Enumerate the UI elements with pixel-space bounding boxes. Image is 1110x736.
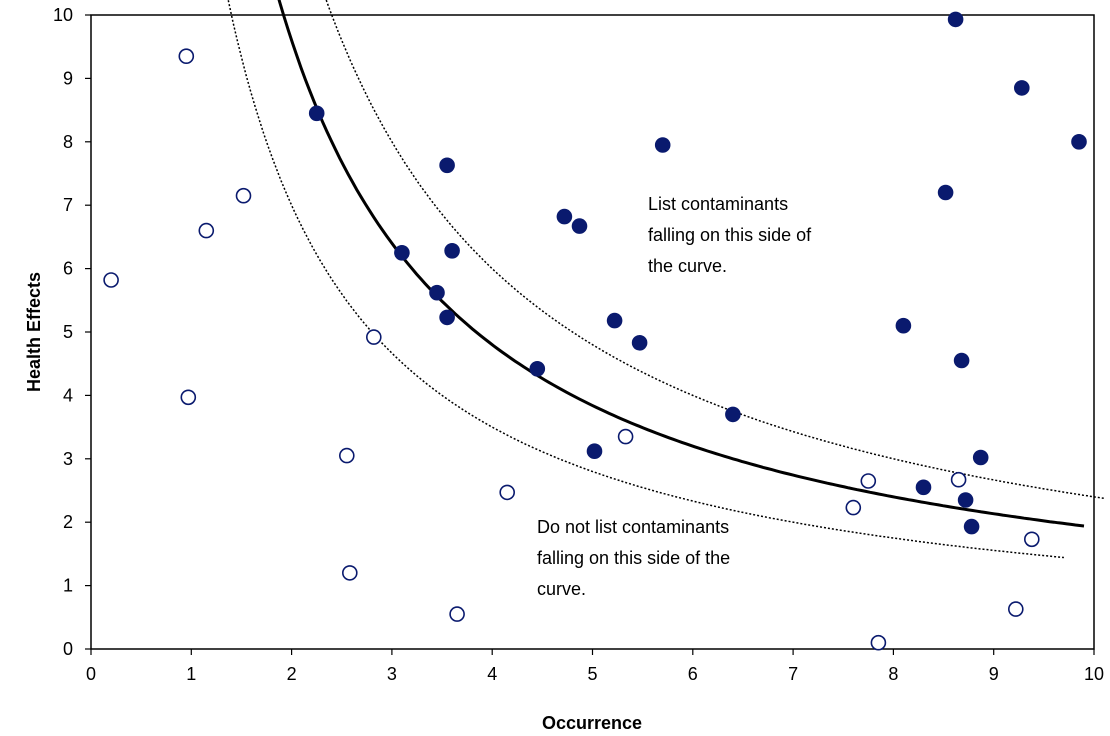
y-tick-label: 1 xyxy=(63,576,73,596)
listed-contaminant-point xyxy=(631,334,648,351)
annotation-lower-line-2: falling on this side of the xyxy=(537,548,730,568)
confidence-curve xyxy=(227,0,1064,559)
x-tick-label: 4 xyxy=(487,664,497,684)
x-tick-label: 9 xyxy=(989,664,999,684)
listed-contaminant-point xyxy=(947,11,964,28)
y-axis-ticks: 0 1 2 3 4 5 6 7 8 9 10 xyxy=(53,5,91,659)
unlisted-contaminant-point xyxy=(1024,531,1040,548)
y-tick-label: 4 xyxy=(63,385,73,405)
listed-contaminant-point xyxy=(429,284,445,301)
x-tick-label: 8 xyxy=(888,664,898,684)
listed-contaminant-point xyxy=(1071,134,1087,150)
boundary-curves xyxy=(227,0,1105,559)
listed-contaminant-point xyxy=(937,184,954,201)
unlisted-contaminant-point xyxy=(178,48,195,65)
y-tick-label: 7 xyxy=(63,195,73,215)
x-tick-label: 1 xyxy=(186,664,196,684)
listed-contaminant-point xyxy=(529,360,546,377)
y-tick-label: 10 xyxy=(53,5,73,25)
annotation-lower: Do not list contaminants falling on this… xyxy=(537,517,735,599)
y-tick-label: 3 xyxy=(63,449,73,469)
unlisted-contaminant-point xyxy=(198,222,215,239)
x-tick-label: 6 xyxy=(688,664,698,684)
listed-contaminant-point xyxy=(308,105,325,122)
listed-contaminant-point xyxy=(972,449,989,466)
unlisted-contaminant-point xyxy=(617,428,634,445)
annotation-upper-line-2: falling on this side of xyxy=(648,225,812,245)
listed-contaminant-point xyxy=(963,518,980,535)
x-tick-label: 10 xyxy=(1084,664,1104,684)
y-tick-label: 9 xyxy=(63,68,73,88)
unlisted-contaminant-point xyxy=(103,272,119,288)
unlisted-contaminant-point xyxy=(235,187,252,204)
unlisted-contaminant-point xyxy=(180,389,197,406)
unlisted-contaminant-point xyxy=(860,473,877,489)
unlisted-contaminant-point xyxy=(1007,601,1024,617)
unlisted-contaminant-point xyxy=(845,499,862,516)
y-tick-label: 5 xyxy=(63,322,73,342)
listed-contaminant-point xyxy=(725,406,741,423)
y-tick-label: 8 xyxy=(63,132,73,152)
listed-contaminant-point xyxy=(556,208,573,225)
x-axis-title: Occurrence xyxy=(542,713,642,733)
listed-contaminant-point xyxy=(915,479,932,496)
listed-contaminant-point xyxy=(1013,80,1030,96)
listed-contaminant-point xyxy=(439,309,455,326)
listed-contaminant-point xyxy=(953,352,970,369)
listed-contaminant-point xyxy=(444,243,460,259)
annotation-lower-line-3: curve. xyxy=(537,579,586,599)
y-axis-title: Health Effects xyxy=(24,272,44,392)
unlisted-contaminant-point xyxy=(338,447,355,464)
unlisted-contaminant-point xyxy=(449,606,465,622)
annotation-upper-line-3: the curve. xyxy=(648,256,727,276)
x-tick-label: 7 xyxy=(788,664,798,684)
annotation-upper: List contaminants falling on this side o… xyxy=(648,194,816,276)
listed-contaminant-point xyxy=(606,312,623,329)
unlisted-contaminant-point xyxy=(499,484,516,501)
listed-contaminant-point xyxy=(571,218,588,234)
x-tick-label: 0 xyxy=(86,664,96,684)
x-axis-ticks: 0 1 2 3 4 5 6 7 8 9 10 xyxy=(86,649,1104,684)
y-tick-label: 2 xyxy=(63,512,73,532)
unlisted-contaminant-point xyxy=(341,565,358,581)
listed-contaminant-point xyxy=(895,317,912,334)
listed-contaminant-point xyxy=(957,492,974,508)
listed-contaminant-point xyxy=(586,443,603,460)
x-tick-label: 2 xyxy=(287,664,297,684)
boundary-curve xyxy=(277,0,1085,528)
unlisted-contaminant-point xyxy=(950,471,967,488)
y-tick-label: 6 xyxy=(63,259,73,279)
x-tick-label: 5 xyxy=(587,664,597,684)
confidence-curve xyxy=(325,0,1105,500)
y-tick-label: 0 xyxy=(63,639,73,659)
unlisted-contaminant-point xyxy=(365,329,382,345)
x-tick-label: 3 xyxy=(387,664,397,684)
annotation-lower-line-1: Do not list contaminants xyxy=(537,517,729,537)
unlisted-contaminant-point xyxy=(870,634,887,651)
data-points xyxy=(103,11,1087,651)
annotation-upper-line-1: List contaminants xyxy=(648,194,788,214)
listed-contaminant-point xyxy=(394,245,410,261)
listed-contaminant-point xyxy=(439,157,455,174)
listed-contaminant-point xyxy=(654,137,671,153)
